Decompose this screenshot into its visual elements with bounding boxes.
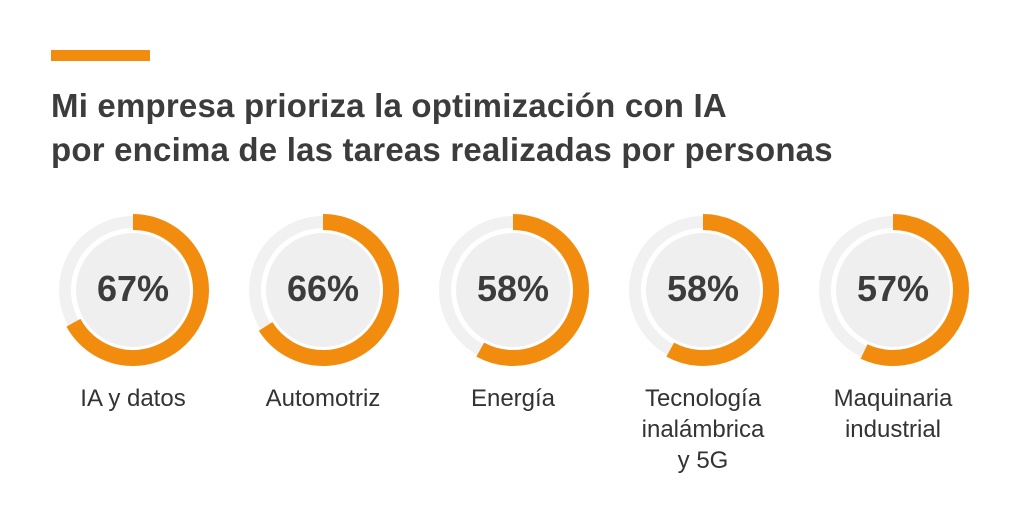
donut-inner-disc bbox=[266, 233, 380, 347]
donut-chart-1: 67% IA y datos bbox=[48, 205, 218, 495]
donut-svg: 66% bbox=[249, 214, 399, 366]
chart-title-line-2: por encima de las tareas realizadas por … bbox=[51, 131, 833, 168]
donut-value-arc bbox=[476, 214, 589, 366]
donut-value-label: 66% bbox=[287, 268, 359, 309]
donut-value-arc bbox=[860, 214, 969, 366]
category-label-line: Automotriz bbox=[265, 385, 381, 412]
donut-value-label: 67% bbox=[97, 268, 169, 309]
category-label-line: Energía bbox=[470, 385, 556, 412]
donut-value-arc bbox=[258, 214, 399, 366]
donut-svg: 58% bbox=[629, 214, 779, 366]
donut-inner-disc bbox=[76, 233, 190, 347]
donut-svg: 57% bbox=[819, 214, 969, 366]
category-label-line: Maquinaria bbox=[833, 385, 953, 412]
donut-category-label: Tecnología inalámbrica y 5G bbox=[598, 383, 808, 476]
donut-chart-5: 57% Maquinaria industrial bbox=[808, 205, 978, 495]
category-label-line: industrial bbox=[844, 416, 942, 443]
donut-chart-4: 58% Tecnología inalámbrica y 5G bbox=[618, 205, 788, 495]
donut-chart-row: 67% IA y datos 66% Automotriz 58% Energí… bbox=[0, 205, 1024, 505]
chart-title: Mi empresa prioriza la optimización con … bbox=[51, 84, 991, 172]
category-label-line: inalámbrica bbox=[641, 416, 765, 443]
donut-inner-disc bbox=[836, 233, 950, 347]
donut-value-label: 58% bbox=[667, 268, 739, 309]
category-label-line: IA y datos bbox=[80, 385, 186, 412]
donut-inner-disc bbox=[456, 233, 570, 347]
donut-category-label: Maquinaria industrial bbox=[788, 383, 998, 445]
donut-chart-3: 58% Energía bbox=[428, 205, 598, 495]
donut-svg: 67% bbox=[59, 214, 209, 366]
donut-category-label: Automotriz bbox=[218, 383, 428, 414]
donut-category-label: Energía bbox=[408, 383, 618, 414]
donut-svg: 58% bbox=[439, 214, 589, 366]
donut-value-arc bbox=[66, 214, 209, 366]
donut-chart-2: 66% Automotriz bbox=[238, 205, 408, 495]
donut-value-label: 57% bbox=[857, 268, 929, 309]
category-label-line: y 5G bbox=[677, 447, 729, 474]
donut-inner-disc bbox=[646, 233, 760, 347]
donut-category-label: IA y datos bbox=[28, 383, 238, 414]
donut-value-label: 58% bbox=[477, 268, 549, 309]
donut-value-arc bbox=[666, 214, 779, 366]
chart-title-line-1: Mi empresa prioriza la optimización con … bbox=[51, 87, 727, 124]
accent-bar bbox=[51, 50, 150, 61]
category-label-line: Tecnología bbox=[644, 385, 762, 412]
